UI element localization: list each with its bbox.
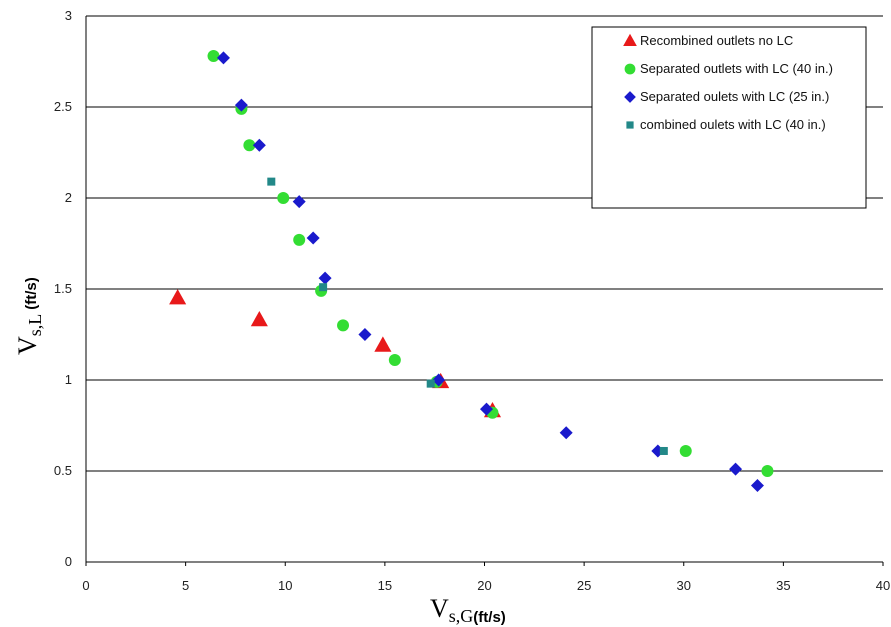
x-tick-label: 15: [378, 578, 392, 593]
x-tick-label: 5: [182, 578, 189, 593]
grid-lines: [86, 15, 883, 563]
data-point-diamond: [479, 402, 493, 416]
legend-box: [591, 26, 867, 209]
data-point-diamond: [318, 271, 332, 285]
data-point-diamond: [750, 479, 764, 493]
data-point-square: [426, 379, 435, 388]
data-point-circle: [293, 233, 306, 246]
data-point-diamond: [432, 373, 446, 387]
data-point-diamond: [216, 51, 230, 65]
data-point-triangle: [250, 310, 268, 327]
data-point-diamond: [252, 138, 266, 152]
data-point-circle: [277, 192, 290, 204]
data-point-circle: [388, 353, 401, 366]
data-point-circle: [207, 50, 220, 63]
legend-label: Separated outlets with LC (40 in.): [640, 61, 833, 76]
x-tick-label: 35: [776, 578, 790, 593]
legend-label: Separated oulets with LC (25 in.): [640, 89, 829, 104]
x-tick-label: 20: [477, 578, 491, 593]
data-point-circle: [761, 465, 774, 477]
x-tick-label: 10: [278, 578, 292, 593]
legend-marker-triangle: [623, 33, 637, 47]
data-point-circle: [337, 319, 350, 332]
data-point-diamond: [559, 426, 573, 440]
data-point-circle: [679, 444, 692, 457]
data-point-square: [659, 446, 668, 455]
plot-frame: [85, 16, 884, 566]
data-point-square: [267, 177, 276, 186]
x-tick-label: 30: [677, 578, 691, 593]
x-tick-label: 25: [577, 578, 591, 593]
data-point-diamond: [358, 328, 372, 341]
legend-label: Recombined outlets no LC: [640, 33, 793, 48]
y-axis-title: Vs,L(ft/s): [13, 277, 45, 355]
legend: Recombined outlets no LC Separated outlet…: [591, 26, 867, 209]
data-point-diamond: [306, 231, 320, 245]
data-point-square: [319, 283, 328, 292]
x-tick-label: 0: [82, 578, 89, 593]
data-points: [169, 50, 774, 493]
y-tick-label: 0: [65, 554, 72, 569]
y-tick-label: 3: [65, 8, 72, 23]
data-point-triangle: [374, 336, 392, 352]
x-tick-label: 40: [876, 578, 890, 593]
legend-marker-circle: [624, 63, 636, 75]
y-tick-label: 1.5: [54, 281, 72, 296]
data-point-diamond: [729, 462, 743, 476]
x-tick-labels: 0 5 10 15 20 25 30 35 40: [82, 578, 890, 593]
x-axis-title: Vs,G(ft/s): [430, 594, 506, 626]
y-tick-labels: 0 0.5 1 1.5 2 2.5 3: [54, 8, 72, 569]
data-point-triangle: [169, 289, 187, 305]
legend-marker-diamond: [624, 91, 636, 103]
legend-label: combined oulets with LC (40 in.): [640, 117, 826, 132]
y-tick-label: 2.5: [54, 99, 72, 114]
data-point-diamond: [292, 195, 306, 209]
data-point-circle: [243, 139, 256, 152]
legend-marker-square: [626, 121, 634, 129]
y-tick-label: 2: [65, 190, 72, 205]
y-tick-label: 0.5: [54, 463, 72, 478]
y-tick-label: 1: [65, 372, 72, 387]
data-point-diamond: [234, 98, 248, 112]
